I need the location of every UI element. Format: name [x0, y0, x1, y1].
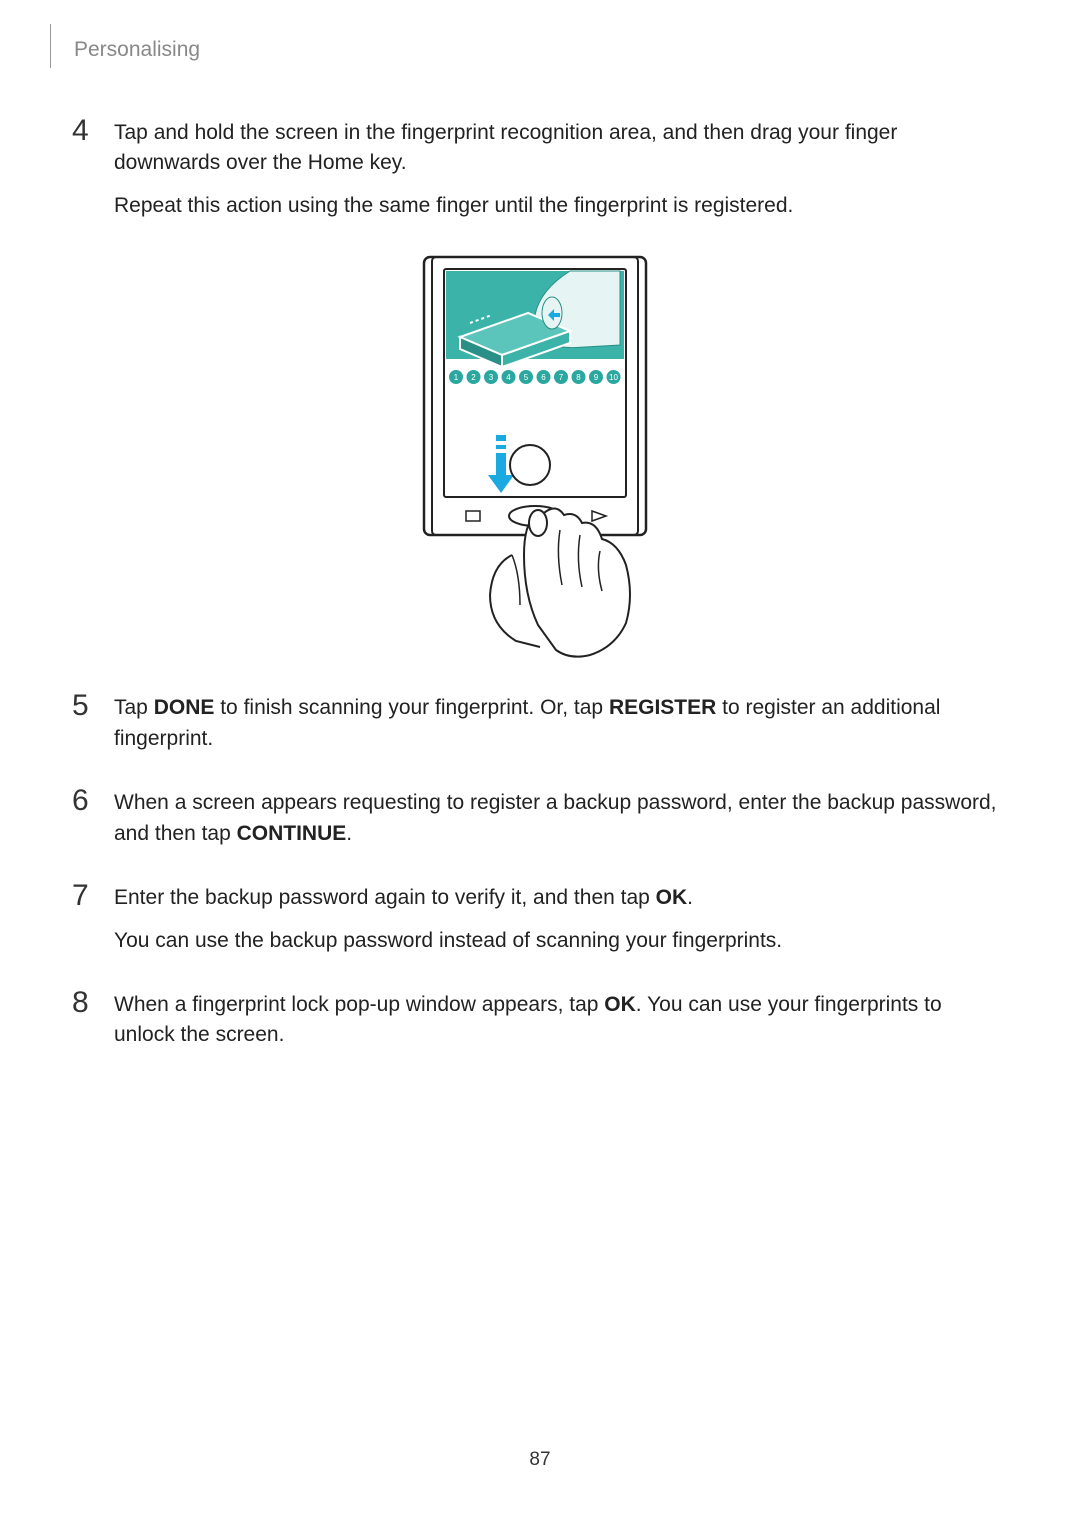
step-6: 6 When a screen appears requesting to re… — [72, 788, 1008, 849]
step-number: 4 — [72, 116, 114, 221]
fingerprint-figure: 1 2 3 4 5 6 7 8 9 10 — [72, 255, 1008, 665]
text: to finish scanning your fingerprint. Or,… — [214, 696, 609, 719]
step8-p1: When a fingerprint lock pop-up window ap… — [114, 990, 1008, 1051]
step7-p1: Enter the backup password again to verif… — [114, 883, 1008, 913]
step7-p2: You can use the backup password instead … — [114, 926, 1008, 956]
step-5: 5 Tap DONE to finish scanning your finge… — [72, 693, 1008, 754]
step-body: When a fingerprint lock pop-up window ap… — [114, 990, 1008, 1051]
text: . — [687, 886, 693, 909]
header-rule — [50, 24, 51, 68]
text: . — [346, 822, 352, 845]
progress-dot-label: 9 — [594, 373, 599, 382]
step-number: 8 — [72, 988, 114, 1051]
text: Tap — [114, 696, 154, 719]
step-8: 8 When a fingerprint lock pop-up window … — [72, 990, 1008, 1051]
step-body: Enter the backup password again to verif… — [114, 883, 1008, 956]
step4-p1: Tap and hold the screen in the fingerpri… — [114, 118, 1008, 179]
text: Enter the backup password again to verif… — [114, 886, 656, 909]
progress-dot-label: 3 — [489, 373, 494, 382]
step-7: 7 Enter the backup password again to ver… — [72, 883, 1008, 956]
step-4: 4 Tap and hold the screen in the fingerp… — [72, 118, 1008, 221]
text: When a fingerprint lock pop-up window ap… — [114, 993, 604, 1016]
progress-dot-label: 6 — [541, 373, 546, 382]
progress-dot-label: 10 — [609, 373, 618, 382]
ok-label: OK — [656, 886, 688, 909]
step-body: Tap and hold the screen in the fingerpri… — [114, 118, 1008, 221]
step5-p1: Tap DONE to finish scanning your fingerp… — [114, 693, 1008, 754]
progress-dot-label: 4 — [506, 373, 511, 382]
progress-dot-label: 2 — [471, 373, 476, 382]
register-label: REGISTER — [609, 696, 716, 719]
progress-dot-label: 7 — [559, 373, 564, 382]
progress-dot-label: 5 — [524, 373, 529, 382]
progress-dot-label: 1 — [454, 373, 459, 382]
step-number: 6 — [72, 786, 114, 849]
page-number: 87 — [0, 1449, 1080, 1471]
step-body: Tap DONE to finish scanning your fingerp… — [114, 693, 1008, 754]
step6-p1: When a screen appears requesting to regi… — [114, 788, 1008, 849]
continue-label: CONTINUE — [237, 822, 347, 845]
ok-label: OK — [604, 993, 636, 1016]
step-number: 5 — [72, 691, 114, 754]
section-title: Personalising — [74, 38, 1008, 62]
fingerprint-svg: 1 2 3 4 5 6 7 8 9 10 — [420, 255, 660, 665]
progress-dot-label: 8 — [576, 373, 581, 382]
step4-p2: Repeat this action using the same finger… — [114, 191, 1008, 221]
done-label: DONE — [154, 696, 215, 719]
step-number: 7 — [72, 881, 114, 956]
step-body: When a screen appears requesting to regi… — [114, 788, 1008, 849]
